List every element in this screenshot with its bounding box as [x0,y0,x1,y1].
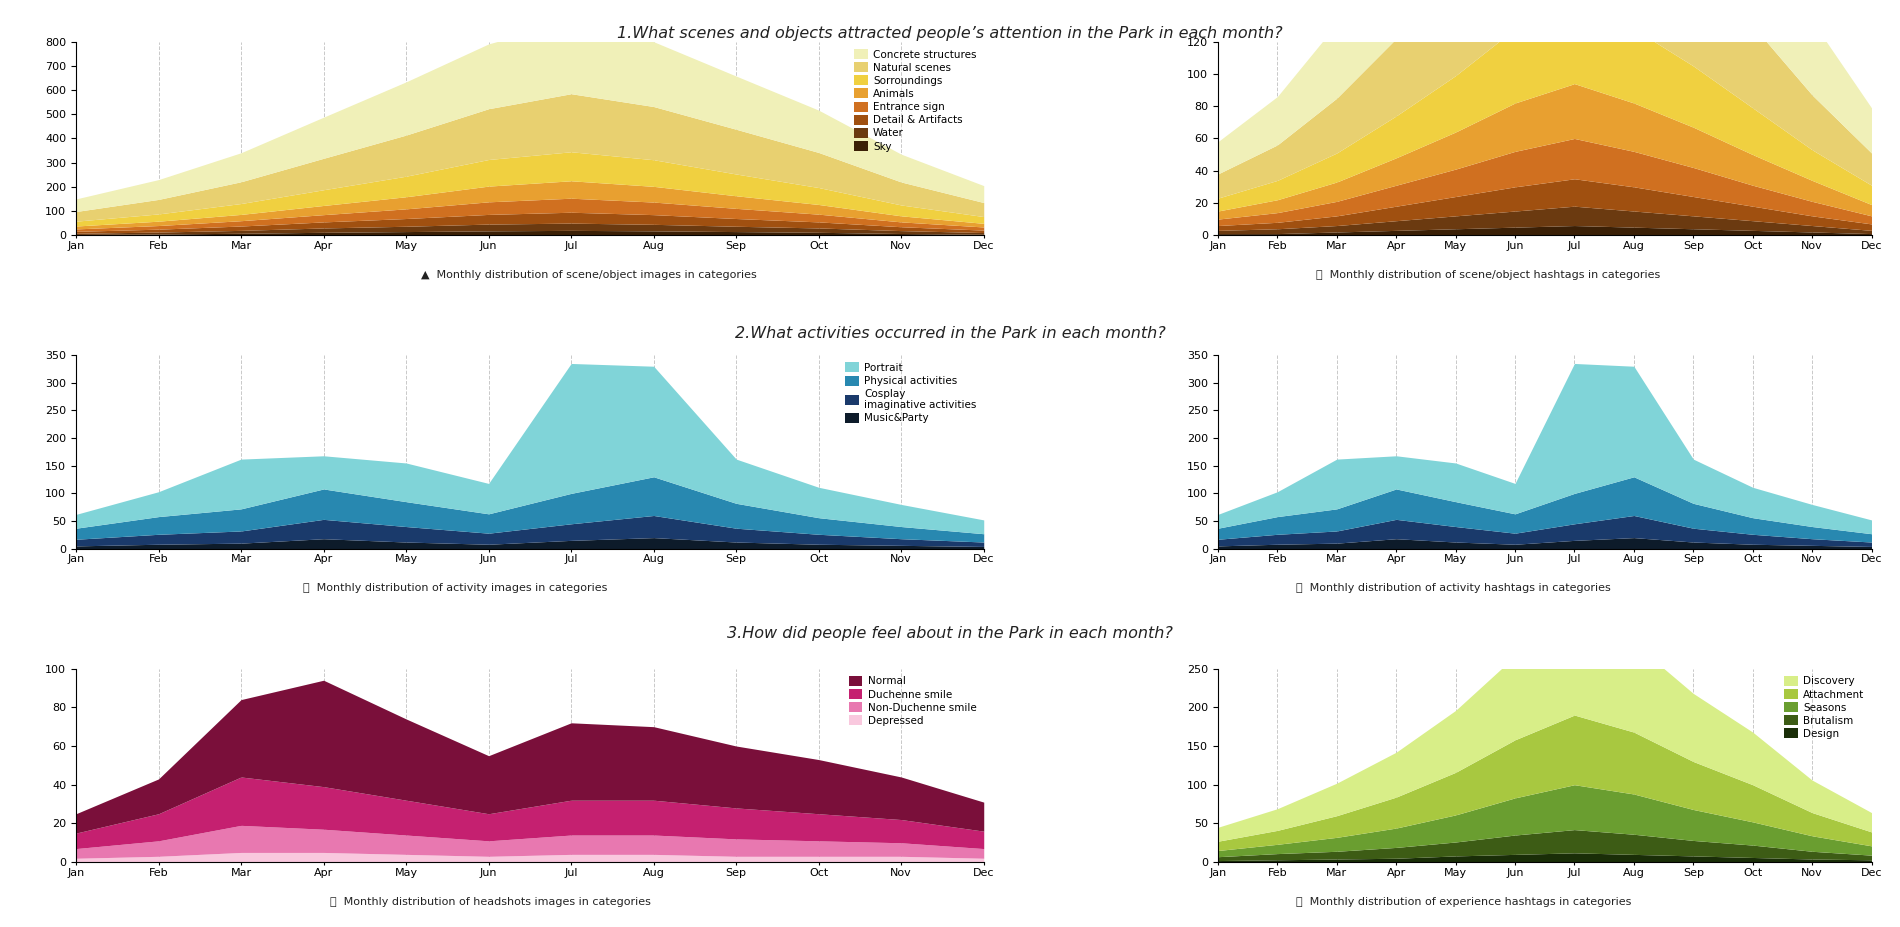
Legend: Discovery, Attachment, Seasons, Brutalism, Design: Discovery, Attachment, Seasons, Brutalis… [1782,674,1866,741]
Legend: Portrait, Physical activities, Cosplay
imaginative activities, Music&Party: Portrait, Physical activities, Cosplay i… [844,361,978,425]
Text: Ⓢ  Monthly distribution of scene/object hashtags in categories: Ⓢ Monthly distribution of scene/object h… [1317,270,1661,280]
Text: Ⓐ  Monthly distribution of activity hashtags in categories: Ⓐ Monthly distribution of activity hasht… [1296,583,1611,593]
Text: 👤  Monthly distribution of headshots images in categories: 👤 Monthly distribution of headshots imag… [331,897,652,907]
Text: 2.What activities occurred in the Park in each month?: 2.What activities occurred in the Park i… [735,326,1165,341]
Legend: Concrete structures, Natural scenes, Sorroundings, Animals, Entrance sign, Detai: Concrete structures, Natural scenes, Sor… [851,47,978,154]
Text: 1.What scenes and objects attracted people’s attention in the Park in each month: 1.What scenes and objects attracted peop… [618,26,1282,41]
Text: ▲  Monthly distribution of scene/object images in categories: ▲ Monthly distribution of scene/object i… [422,270,756,280]
Text: 🏃  Monthly distribution of activity images in categories: 🏃 Monthly distribution of activity image… [302,583,608,593]
Text: Ⓔ  Monthly distribution of experience hashtags in categories: Ⓔ Monthly distribution of experience has… [1296,897,1632,907]
Legend: Normal, Duchenne smile, Non-Duchenne smile, Depressed: Normal, Duchenne smile, Non-Duchenne smi… [847,674,978,728]
Text: 3.How did people feel about in the Park in each month?: 3.How did people feel about in the Park … [728,626,1172,641]
